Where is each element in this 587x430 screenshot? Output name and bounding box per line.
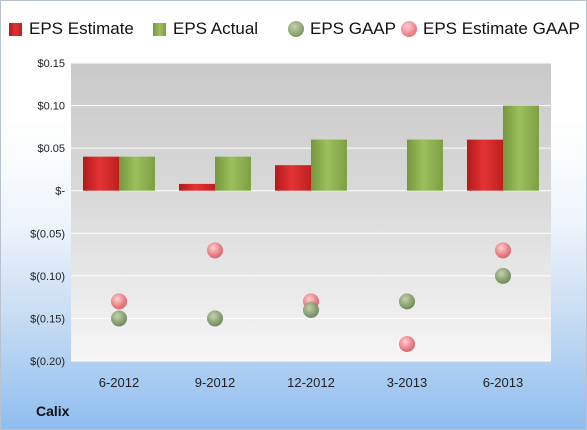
marker-eps-gaap-6-2013	[495, 267, 511, 284]
marker-eps-gaap-9-2012	[207, 310, 223, 327]
y-tick-label: $(0.10)	[30, 271, 65, 283]
x-tick-label: 9-2012	[195, 375, 235, 390]
legend-item-eps-actual: EPS Actual	[153, 15, 258, 43]
y-tick-label: $-	[55, 186, 65, 198]
marker-eps-gaap-6-2012	[111, 310, 127, 327]
legend-swatch	[9, 22, 22, 36]
bar-eps-actual-6-2013	[503, 105, 539, 191]
y-tick-label: $0.05	[37, 143, 65, 155]
legend-label: EPS Actual	[173, 19, 259, 38]
x-tick-label: 6-2012	[99, 375, 139, 390]
x-tick-label: 12-2012	[287, 375, 335, 390]
y-tick-label: $0.10	[37, 101, 65, 113]
bar-eps-actual-6-2012	[119, 156, 155, 191]
y-tick-label: $(0.15)	[30, 313, 65, 325]
bar-eps-actual-3-2013	[407, 139, 443, 191]
bar-eps-actual-9-2012	[215, 156, 251, 191]
legend-swatch	[153, 22, 166, 36]
x-tick-label: 3-2013	[387, 375, 427, 390]
marker-eps-estimate-gaap-9-2012	[207, 242, 223, 259]
bar-eps-estimate-6-2012	[83, 156, 119, 191]
legend-label: EPS GAAP	[310, 19, 396, 38]
y-tick-label: $0.15	[37, 58, 65, 70]
bar-eps-estimate-9-2012	[179, 183, 215, 191]
x-tick-label: 6-2013	[483, 375, 523, 390]
y-tick-label: $(0.20)	[30, 356, 65, 368]
marker-eps-estimate-gaap-6-2012	[111, 293, 127, 310]
marker-eps-estimate-gaap-6-2013	[495, 242, 511, 259]
bar-eps-actual-12-2012	[311, 139, 347, 191]
company-name: Calix	[36, 403, 70, 419]
legend-label: EPS Estimate	[29, 19, 134, 38]
legend-item-eps-estimate: EPS Estimate	[9, 15, 134, 43]
legend: EPS Estimate EPS Actual EPS GAAP EPS Estima…	[1, 15, 586, 43]
y-tick-label: $(0.05)	[30, 228, 65, 240]
bar-eps-estimate-12-2012	[275, 165, 311, 191]
legend-item-eps-gaap: EPS GAAP	[288, 15, 396, 43]
legend-label: EPS Estimate GAAP	[423, 19, 580, 38]
legend-swatch	[401, 21, 417, 37]
legend-item-eps-estimate-gaap: EPS Estimate GAAP	[401, 15, 580, 43]
marker-eps-estimate-gaap-3-2013	[399, 335, 415, 352]
marker-eps-gaap-12-2012	[303, 301, 319, 318]
marker-eps-gaap-3-2013	[399, 293, 415, 310]
legend-swatch	[288, 21, 304, 37]
bar-eps-estimate-6-2013	[467, 139, 503, 191]
